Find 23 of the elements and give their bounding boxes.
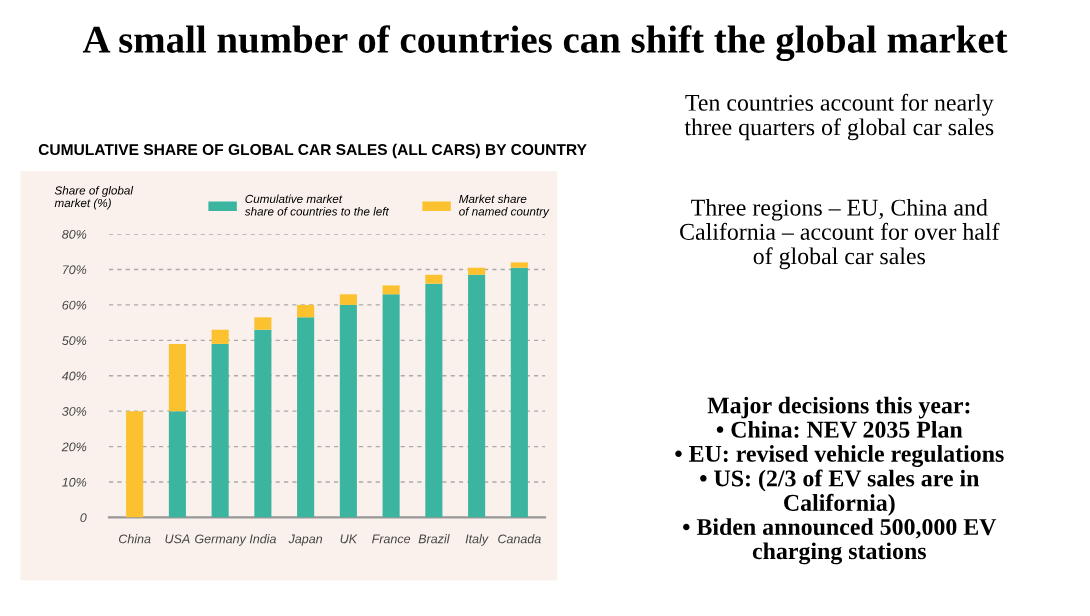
- bar: [382, 294, 400, 518]
- bar: [510, 262, 528, 268]
- bar: [382, 285, 400, 295]
- chart-title: A small number of countries can shift the global market: [82, 25, 1008, 62]
- bar: [168, 343, 186, 412]
- text: Three regions – EU, China and California – account for over half of global car sales: [680, 198, 1000, 270]
- bar: [425, 283, 443, 518]
- bar: [168, 411, 186, 518]
- bar: [510, 267, 528, 518]
- bar: [297, 317, 315, 518]
- bar: [254, 317, 272, 330]
- bar: [339, 294, 357, 305]
- bar: [297, 304, 315, 318]
- bar: [339, 304, 357, 518]
- bar: [425, 274, 443, 284]
- bar: [126, 411, 144, 518]
- text: Ten countries account for nearly three quarters of global car sales: [684, 93, 994, 141]
- bar: [211, 329, 229, 344]
- bar: [468, 274, 486, 518]
- bar: [468, 267, 486, 275]
- text: Major decisions this year: • China: NEV 2035 Plan • EU: revised vehicle regulations • US: (2/3 of EV sales are in California) • Biden announced 500,000 EV charging stations: [675, 396, 1004, 565]
- bar: [211, 343, 229, 518]
- bar: [254, 329, 272, 518]
